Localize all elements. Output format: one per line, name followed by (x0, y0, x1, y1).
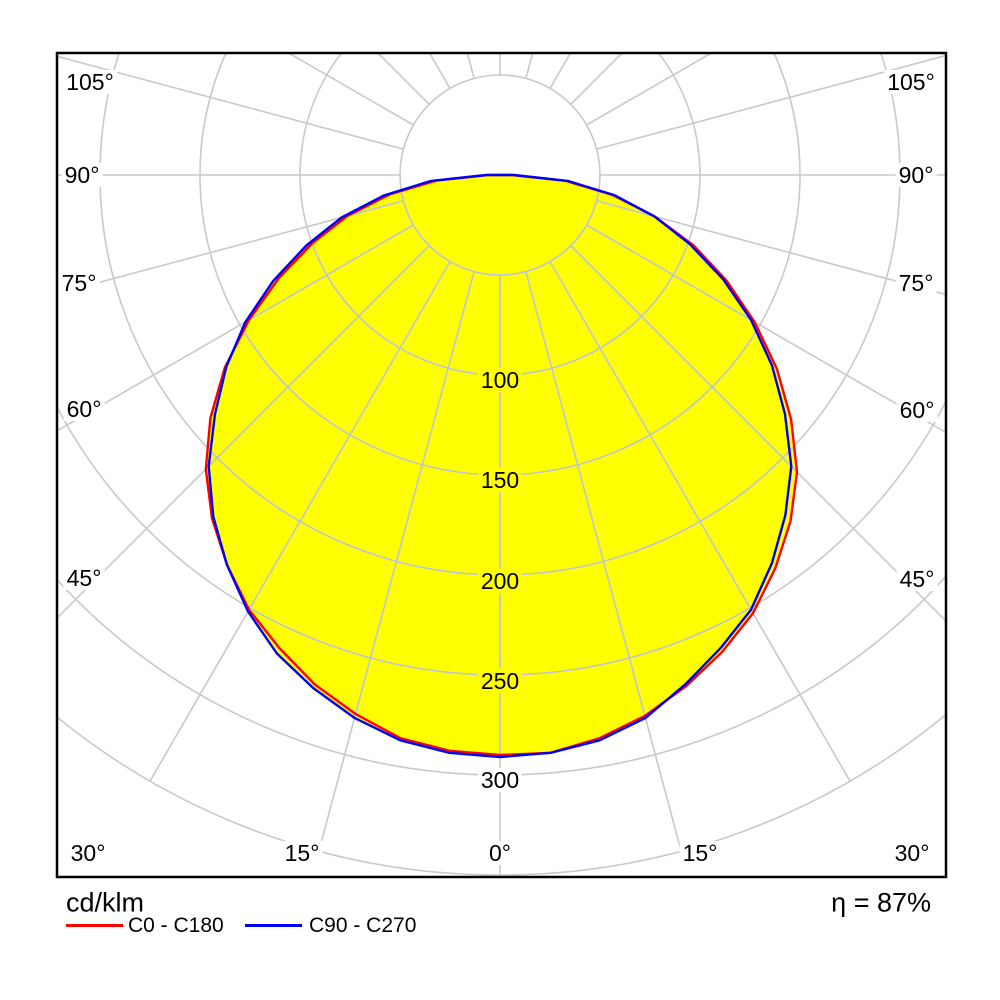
angle-label-right-45: 45° (896, 567, 938, 591)
legend-label-c90-c270: C90 - C270 (309, 914, 417, 937)
angle-label-left-60: 60° (63, 397, 105, 421)
radial-tick-label-200: 200 (477, 569, 523, 593)
angle-label-left-90: 90° (61, 163, 103, 187)
radial-tick-label-300: 300 (477, 768, 523, 792)
radial-tick-label-150: 150 (477, 468, 523, 492)
angle-label-left-15: 15° (281, 841, 323, 865)
angle-label-right-105: 105° (884, 70, 938, 94)
unit-label: cd/klm (66, 887, 145, 918)
legend-line-c90-c270 (245, 924, 302, 927)
angle-label-left-105: 105° (63, 70, 117, 94)
angle-label-right-60: 60° (896, 398, 938, 422)
angle-label-left-30: 30° (67, 841, 109, 865)
radial-tick-label-250: 250 (477, 669, 523, 693)
angle-label-right-90: 90° (895, 163, 937, 187)
plot-area (57, 53, 946, 876)
angle-label-left-75: 75° (58, 271, 100, 295)
efficiency-label: η = 87% (831, 887, 931, 918)
legend-line-c0-c180 (66, 924, 123, 927)
curve-c90-c270 (207, 173, 793, 759)
legend-label-c0-c180: C0 - C180 (128, 914, 224, 937)
radial-tick-label-100: 100 (477, 368, 523, 392)
plot-frame (55, 51, 948, 879)
angle-label-right-15: 15° (679, 841, 721, 865)
angle-label-nadir-0: 0° (486, 841, 514, 865)
angle-label-right-30: 30° (891, 841, 933, 865)
polar-grid-inside-beam (205, 175, 798, 757)
angle-label-left-45: 45° (63, 566, 105, 590)
angle-label-right-75: 75° (895, 271, 937, 295)
